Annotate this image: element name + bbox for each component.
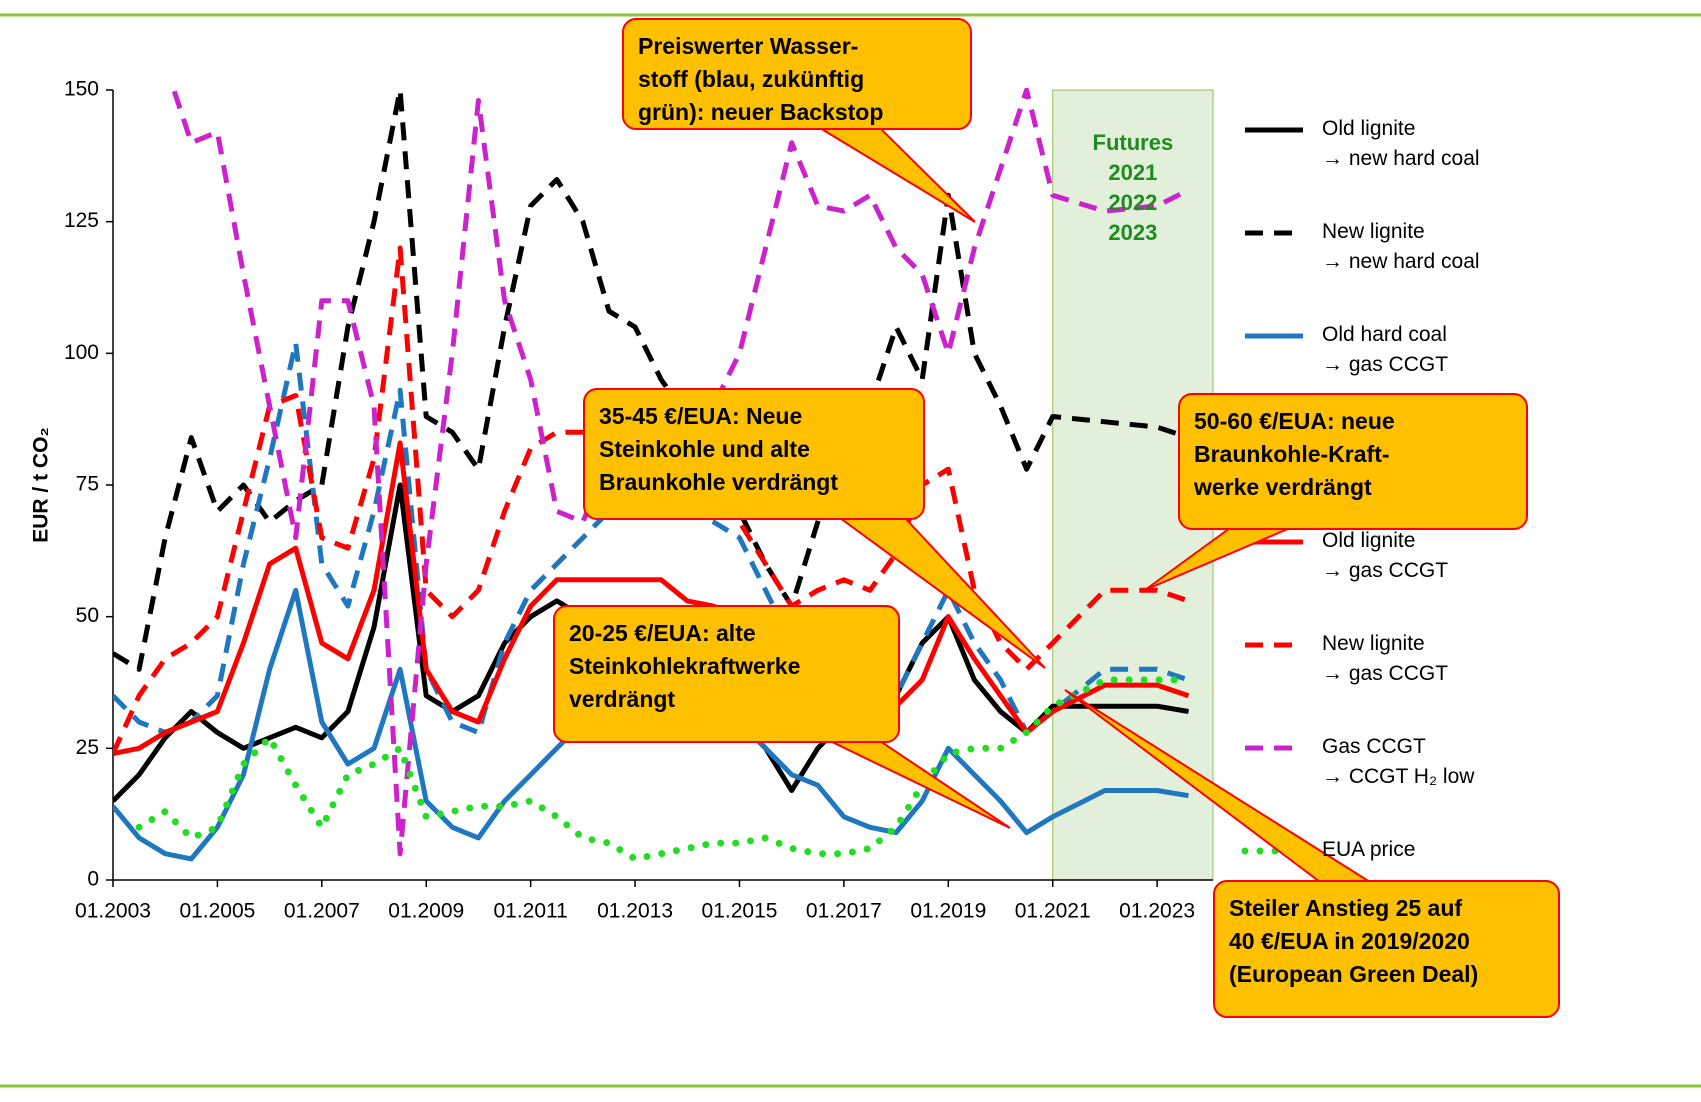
y-tick-label: 125 bbox=[64, 209, 99, 232]
y-tick-label: 0 bbox=[87, 868, 99, 891]
y-tick-label: 75 bbox=[76, 473, 99, 496]
legend-label: Old hard coal → gas CCGT bbox=[1322, 323, 1449, 376]
callout: Preiswerter Wasser- stoff (blau, zukünft… bbox=[622, 18, 972, 130]
y-axis-label: EUR / t CO₂ bbox=[30, 427, 53, 543]
legend-label: New lignite → new hard coal bbox=[1322, 220, 1480, 273]
legend-label: Old lignite → gas CCGT bbox=[1322, 529, 1449, 582]
y-tick-label: 150 bbox=[64, 78, 99, 101]
x-tick-label: 01.2011 bbox=[493, 900, 567, 923]
x-tick-label: 01.2009 bbox=[388, 900, 464, 923]
x-tick-label: 01.2017 bbox=[806, 900, 882, 923]
series-line bbox=[135, 676, 1192, 863]
x-tick-label: 01.2003 bbox=[75, 900, 151, 923]
callout-pointer bbox=[1144, 527, 1291, 591]
callout-pointer bbox=[816, 127, 976, 223]
legend-label: EUA price bbox=[1322, 838, 1416, 861]
x-tick-label: 01.2021 bbox=[1015, 900, 1091, 923]
legend-label: New lignite → gas CCGT bbox=[1322, 632, 1449, 685]
legend-label: Old lignite → new hard coal bbox=[1322, 117, 1480, 170]
callout: 50-60 €/EUA: neue Braunkohle-Kraft- werk… bbox=[1178, 393, 1528, 530]
x-tick-label: 01.2015 bbox=[702, 900, 778, 923]
series-line bbox=[113, 88, 1190, 672]
series-line bbox=[113, 440, 1190, 757]
futures-label: Futures 2021 2022 2023 bbox=[1092, 130, 1174, 245]
y-tick-label: 50 bbox=[76, 604, 99, 627]
x-tick-label: 01.2005 bbox=[179, 900, 255, 923]
y-tick-label: 100 bbox=[64, 341, 99, 364]
y-tick-label: 25 bbox=[76, 736, 99, 759]
callout-pointer bbox=[829, 740, 1011, 829]
callout: 35-45 €/EUA: Neue Steinkohle und alte Br… bbox=[583, 388, 925, 520]
callout: 20-25 €/EUA: alte Steinkohlekraftwerke v… bbox=[553, 605, 900, 743]
x-tick-label: 01.2007 bbox=[284, 900, 360, 923]
legend-label: Gas CCGT → CCGT H₂ low bbox=[1322, 735, 1475, 788]
x-tick-label: 01.2019 bbox=[910, 900, 986, 923]
x-tick-label: 01.2023 bbox=[1119, 900, 1195, 923]
x-tick-label: 01.2013 bbox=[597, 900, 673, 923]
callout: Steiler Anstieg 25 auf 40 €/EUA in 2019/… bbox=[1213, 880, 1560, 1018]
